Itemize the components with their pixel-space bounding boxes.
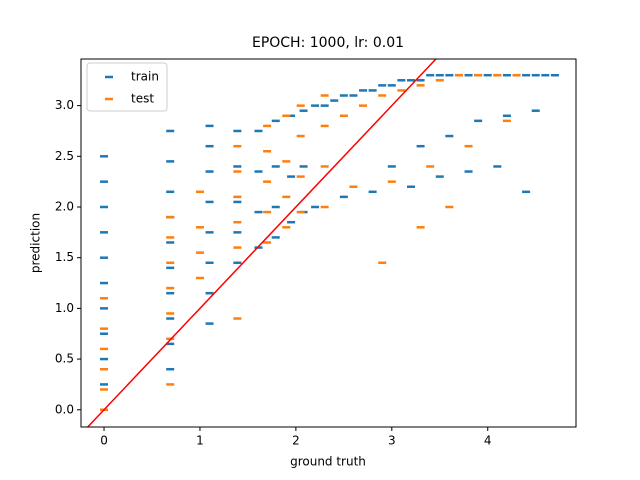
axes-frame: [80, 58, 577, 428]
y-tick-label: 0.5: [55, 352, 74, 366]
y-tick-label: 3.0: [55, 98, 74, 112]
x-tick-label: 0: [100, 434, 108, 448]
y-tick-label: 2.5: [55, 149, 74, 163]
y-axis-label: prediction: [29, 213, 43, 273]
y-tick-label: 1.5: [55, 250, 74, 264]
x-tick-label: 4: [484, 434, 492, 448]
x-axis-label: ground truth: [290, 455, 366, 469]
chart-title: EPOCH: 1000, lr: 0.01: [252, 35, 404, 51]
x-tick-label: 2: [292, 434, 300, 448]
y-tick-label: 0.0: [55, 402, 74, 416]
legend-label: train: [131, 70, 159, 84]
x-tick-label: 3: [388, 434, 396, 448]
x-tick-label: 1: [196, 434, 204, 448]
plot-area: [86, 59, 559, 427]
legend-label: test: [131, 92, 154, 106]
reference-line: [86, 59, 437, 427]
y-tick-label: 1.0: [55, 301, 74, 315]
y-tick-label: 2.0: [55, 200, 74, 214]
